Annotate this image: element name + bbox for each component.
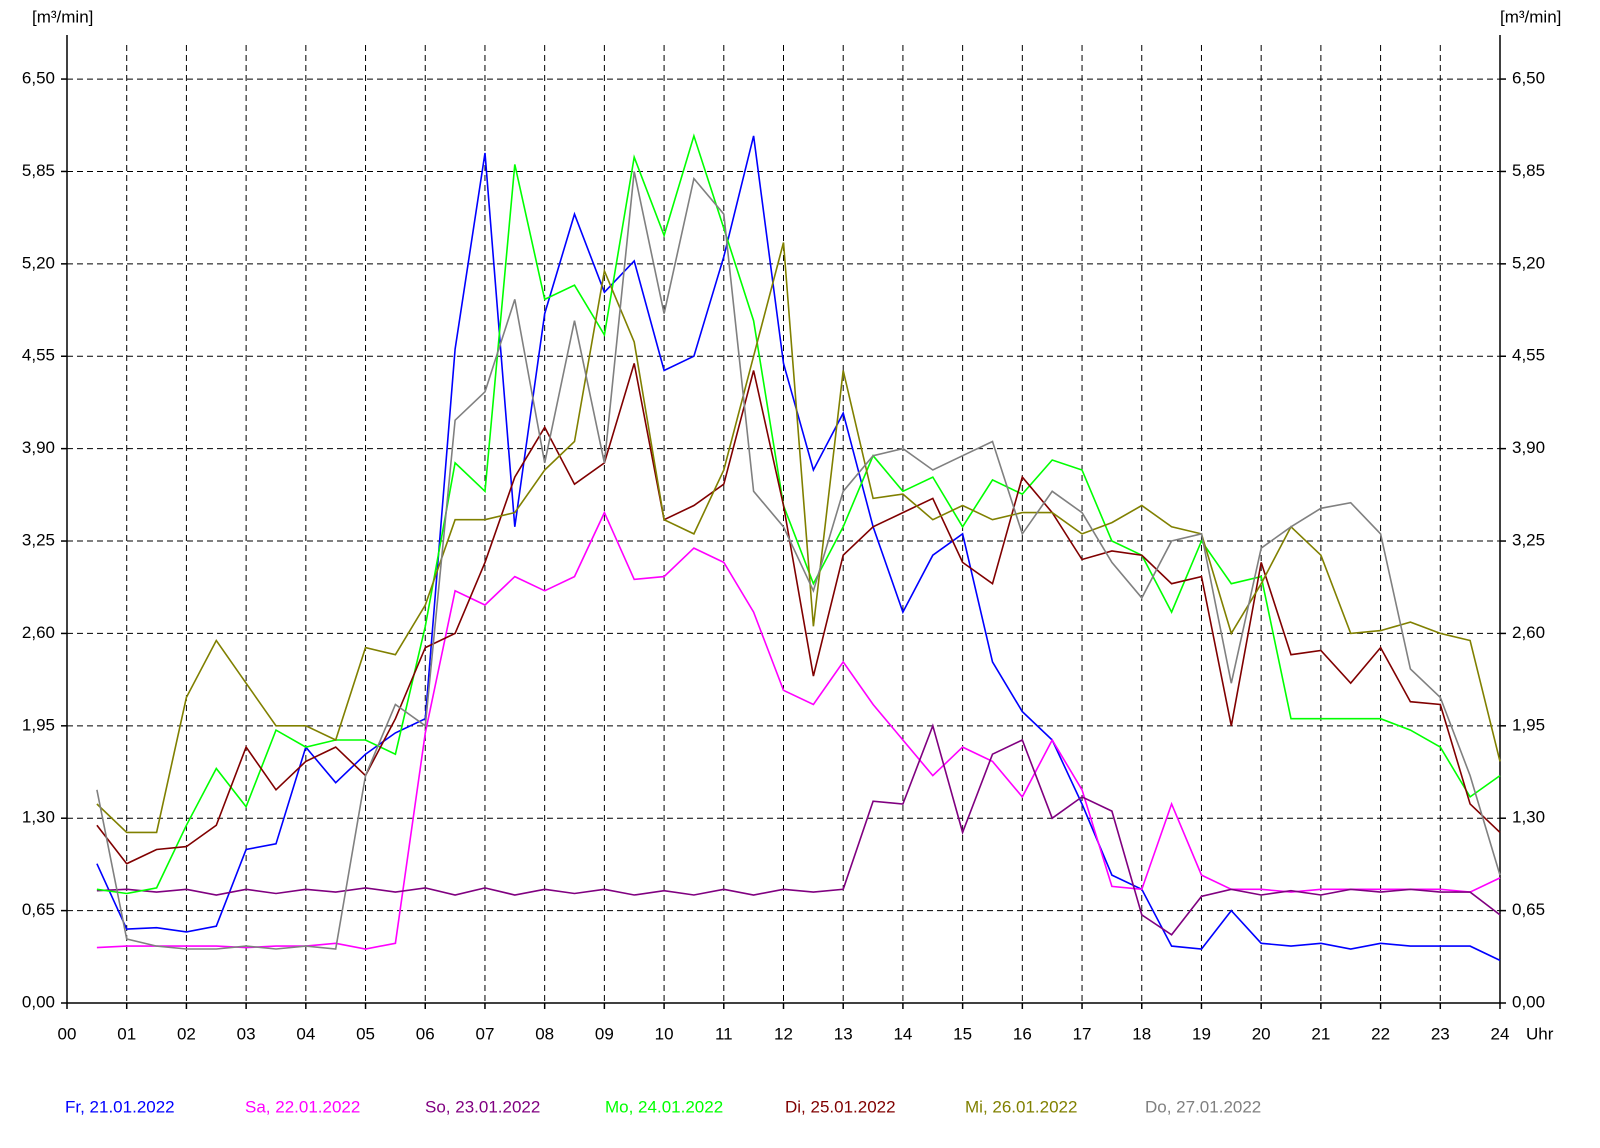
x-tick-label: 08 bbox=[535, 1024, 554, 1043]
x-axis-unit: Uhr bbox=[1526, 1024, 1554, 1043]
x-tick-label: 09 bbox=[595, 1024, 614, 1043]
x-tick-label: 11 bbox=[715, 1024, 733, 1043]
y-tick-label: 5,85 bbox=[22, 161, 55, 180]
y2-tick-label: 4,55 bbox=[1512, 346, 1545, 365]
x-tick-label: 01 bbox=[117, 1024, 136, 1043]
x-tick-label: 14 bbox=[893, 1024, 912, 1043]
x-tick-label: 06 bbox=[416, 1024, 435, 1043]
y2-tick-label: 0,00 bbox=[1512, 992, 1545, 1011]
data-line bbox=[96, 171, 1501, 950]
y-tick-label: 4,55 bbox=[22, 346, 55, 365]
x-tick-label: 00 bbox=[58, 1024, 77, 1043]
x-tick-label: 12 bbox=[774, 1024, 793, 1043]
x-tick-label: 10 bbox=[655, 1024, 674, 1043]
x-tick-label: 19 bbox=[1192, 1024, 1211, 1043]
y-tick-label: 2,60 bbox=[22, 623, 55, 642]
y2-tick-label: 2,60 bbox=[1512, 623, 1545, 642]
legend-entry: Mo, 24.01.2022 bbox=[605, 1097, 723, 1116]
x-tick-label: 20 bbox=[1252, 1024, 1271, 1043]
data-line bbox=[96, 135, 1501, 962]
y-tick-label: 3,90 bbox=[22, 438, 55, 457]
x-tick-label: 15 bbox=[953, 1024, 972, 1043]
y-tick-label: 0,65 bbox=[22, 900, 55, 919]
y2-tick-label: 0,65 bbox=[1512, 900, 1545, 919]
y2-tick-label: 5,85 bbox=[1512, 161, 1545, 180]
y-tick-label: 1,30 bbox=[22, 808, 55, 827]
data-line bbox=[96, 363, 1501, 865]
y-tick-label: 5,20 bbox=[22, 253, 55, 272]
y2-tick-label: 3,25 bbox=[1512, 531, 1545, 550]
y2-tick-label: 1,30 bbox=[1512, 808, 1545, 827]
legend-entry: So, 23.01.2022 bbox=[425, 1097, 540, 1116]
y2-axis-label: [m³/min] bbox=[1500, 7, 1561, 26]
y-tick-label: 1,95 bbox=[22, 715, 55, 734]
x-tick-label: 04 bbox=[296, 1024, 315, 1043]
data-line bbox=[96, 133, 1501, 895]
x-tick-label: 03 bbox=[237, 1024, 256, 1043]
x-tick-label: 07 bbox=[475, 1024, 494, 1043]
x-tick-label: 13 bbox=[834, 1024, 853, 1043]
legend-entry: Sa, 22.01.2022 bbox=[245, 1097, 360, 1116]
y-axis-label: [m³/min] bbox=[32, 7, 93, 26]
y-tick-label: 0,00 bbox=[22, 992, 55, 1011]
legend-entry: Mi, 26.01.2022 bbox=[965, 1097, 1077, 1116]
x-tick-label: 16 bbox=[1013, 1024, 1032, 1043]
legend-entry: Fr, 21.01.2022 bbox=[65, 1097, 175, 1116]
x-tick-label: 23 bbox=[1431, 1024, 1450, 1043]
data-line bbox=[96, 723, 1501, 936]
y2-tick-label: 1,95 bbox=[1512, 715, 1545, 734]
y2-tick-label: 6,50 bbox=[1512, 69, 1545, 88]
y2-tick-label: 3,90 bbox=[1512, 438, 1545, 457]
y2-tick-label: 5,20 bbox=[1512, 253, 1545, 272]
legend-entry: Do, 27.01.2022 bbox=[1145, 1097, 1261, 1116]
data-line bbox=[96, 242, 1501, 834]
x-tick-label: 21 bbox=[1311, 1024, 1330, 1043]
legend-entry: Di, 25.01.2022 bbox=[785, 1097, 896, 1116]
x-tick-label: 05 bbox=[356, 1024, 375, 1043]
y-tick-label: 6,50 bbox=[22, 69, 55, 88]
x-tick-label: 22 bbox=[1371, 1024, 1390, 1043]
y-tick-label: 3,25 bbox=[22, 531, 55, 550]
x-tick-label: 02 bbox=[177, 1024, 196, 1043]
x-tick-label: 18 bbox=[1132, 1024, 1151, 1043]
data-line bbox=[96, 510, 1501, 950]
x-tick-label: 24 bbox=[1491, 1024, 1510, 1043]
x-tick-label: 17 bbox=[1073, 1024, 1092, 1043]
